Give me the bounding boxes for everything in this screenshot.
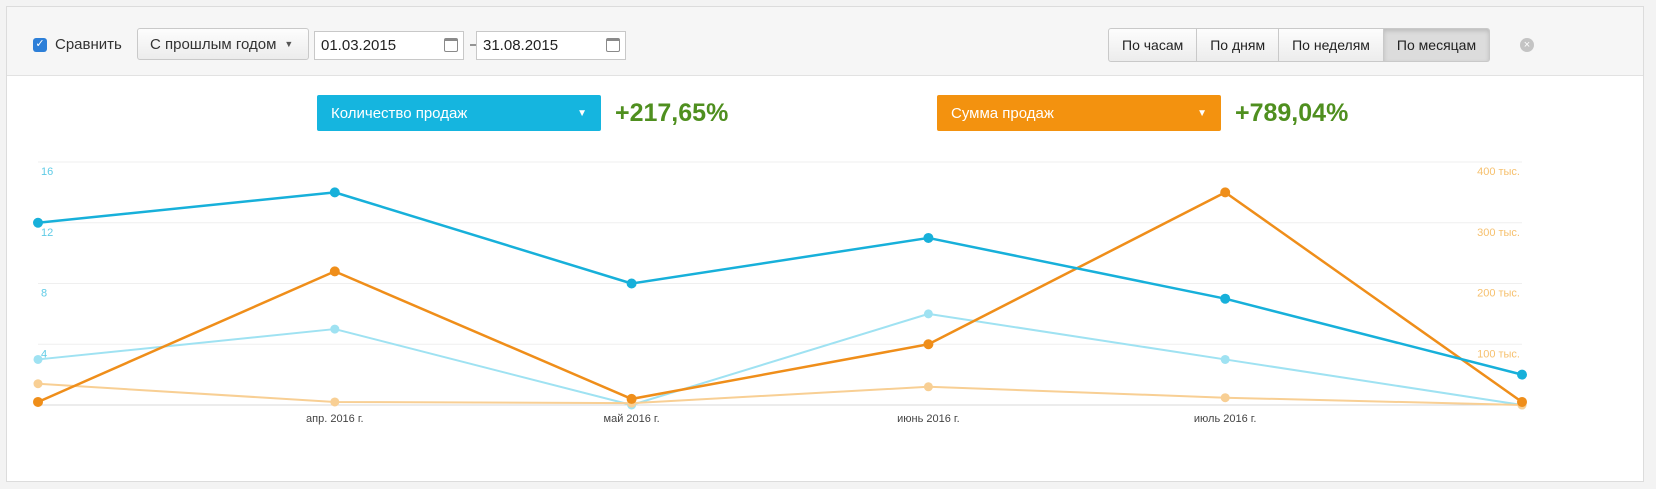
data-point xyxy=(923,339,934,350)
data-point xyxy=(923,382,933,392)
metric-select-sales-sum[interactable]: Сумма продаж ▼ xyxy=(937,95,1221,131)
data-point xyxy=(1517,396,1527,407)
metric-select-sales-count[interactable]: Количество продаж ▼ xyxy=(317,95,601,131)
chevron-down-icon: ▼ xyxy=(1197,107,1207,119)
compare-label: Сравнить xyxy=(55,36,122,53)
y-right-tick-label: 100 тыс. xyxy=(1477,348,1520,360)
metric-change-sales-sum: +789,04% xyxy=(1235,99,1349,127)
data-point xyxy=(33,217,43,228)
x-tick-label: май 2016 г. xyxy=(604,413,660,425)
calendar-icon[interactable] xyxy=(444,38,458,52)
y-right-tick-label: 300 тыс. xyxy=(1477,227,1520,239)
data-point xyxy=(33,379,43,389)
metric-select-label: Количество продаж xyxy=(331,104,468,122)
sales-chart-panel: ✓ Сравнить С прошлым годом ▼ 01.03.2015 … xyxy=(6,6,1644,482)
y-right-tick-label: 400 тыс. xyxy=(1477,166,1520,178)
date-from-input[interactable]: 01.03.2015 xyxy=(314,31,464,60)
y-left-tick-label: 8 xyxy=(41,288,47,300)
data-point xyxy=(33,396,43,407)
granularity-group: По часам По дням По неделям По месяцам xyxy=(1108,28,1491,62)
series-line xyxy=(37,382,1523,406)
x-tick-label: апр. 2016 г. xyxy=(306,413,364,425)
date-from-value: 01.03.2015 xyxy=(321,37,397,54)
chevron-down-icon: ▼ xyxy=(284,39,294,49)
data-point xyxy=(626,278,637,289)
data-point xyxy=(329,266,340,277)
granularity-days-button[interactable]: По дням xyxy=(1197,28,1280,62)
date-separator: – xyxy=(470,36,479,53)
granularity-weeks-button[interactable]: По неделям xyxy=(1279,28,1384,62)
data-point xyxy=(1220,393,1230,403)
chevron-down-icon: ▼ xyxy=(577,107,587,119)
data-point xyxy=(330,324,340,334)
date-to-input[interactable]: 31.08.2015 xyxy=(476,31,626,60)
metric-select-label: Сумма продаж xyxy=(951,104,1054,122)
x-tick-label: июнь 2016 г. xyxy=(897,413,960,425)
data-point xyxy=(1220,293,1231,304)
data-point xyxy=(1220,187,1231,198)
data-point xyxy=(33,354,43,364)
series-line xyxy=(37,191,1523,376)
compare-checkbox[interactable]: ✓ xyxy=(33,37,47,52)
data-point xyxy=(1517,369,1527,380)
y-left-tick-label: 4 xyxy=(41,348,47,360)
line-chart: 16 12 8 4 400 тыс. 300 тыс. 200 тыс. 100 тыс. ап… xyxy=(33,161,1527,425)
data-point xyxy=(923,232,934,243)
period-select[interactable]: С прошлым годом ▼ xyxy=(137,28,309,60)
y-left-tick-label: 16 xyxy=(41,166,53,178)
series-line xyxy=(37,191,1523,404)
period-select-value: С прошлым годом xyxy=(150,35,277,53)
metric-change-sales-count: +217,65% xyxy=(615,99,729,127)
data-point xyxy=(626,393,637,404)
series-line xyxy=(37,312,1523,406)
data-point xyxy=(923,309,933,319)
y-left-tick-label: 12 xyxy=(41,227,53,239)
x-tick-label: июль 2016 г. xyxy=(1194,413,1257,425)
toolbar: ✓ Сравнить С прошлым годом ▼ 01.03.2015 … xyxy=(7,7,1643,76)
granularity-hours-button[interactable]: По часам xyxy=(1108,28,1198,62)
calendar-icon[interactable] xyxy=(606,38,620,52)
data-point xyxy=(329,187,340,198)
date-to-value: 31.08.2015 xyxy=(483,37,559,54)
granularity-months-button[interactable]: По месяцам xyxy=(1383,28,1491,62)
close-icon[interactable]: × xyxy=(1520,38,1534,52)
y-right-tick-label: 200 тыс. xyxy=(1477,288,1520,300)
compare-toggle[interactable]: ✓ Сравнить xyxy=(33,36,122,53)
data-point xyxy=(1220,354,1230,364)
data-point xyxy=(330,397,340,407)
